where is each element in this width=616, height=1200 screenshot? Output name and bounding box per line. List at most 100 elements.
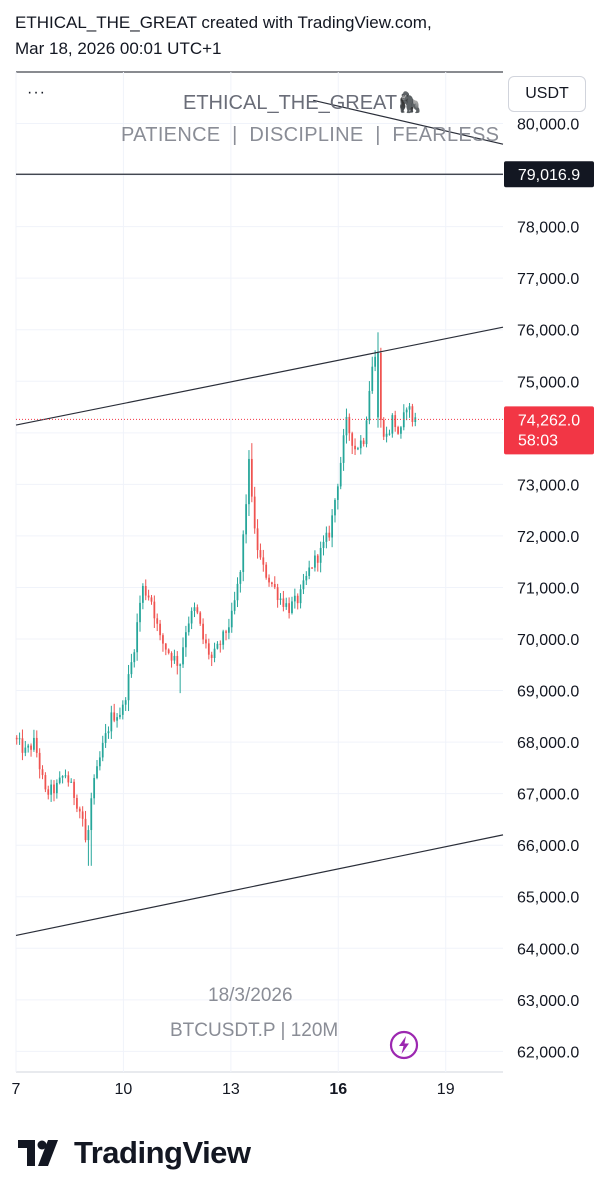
chart-header-author: ETHICAL_THE_GREAT created with TradingVi… [15,13,432,32]
candle-body [147,595,150,598]
candle-body [236,583,239,601]
y-axis-tick-label: 78,000.0 [517,220,579,237]
watermark-tagline: PATIENCE | DISCIPLINE | FEARLESS [121,124,500,146]
candle-body [213,648,216,659]
candle-body [339,462,342,487]
candle-body [273,584,276,588]
candle-body [98,757,101,767]
candle-body [96,766,98,778]
candle-body [44,775,47,790]
candle-body [210,654,213,659]
candle-body [47,789,50,795]
candle-body [207,643,210,655]
tradingview-logo-icon [18,1140,58,1166]
candle-body [348,416,351,434]
candle-body [67,775,70,783]
y-axis-tick-label: 67,000.0 [517,787,579,804]
candle-body [365,420,368,445]
candle-body [187,623,190,633]
candle-body [225,631,227,633]
candle-body [107,731,110,734]
y-axis-tick-label: 75,000.0 [517,374,579,391]
watermark-symbol-interval: BTCUSDT.P | 120M [170,1020,339,1041]
candle-body [319,547,322,563]
candle-body [314,555,316,568]
currency-button[interactable]: USDT [508,76,586,112]
candle-body [119,714,121,718]
candle-body [311,567,313,569]
candle-body [18,738,21,740]
candle-body [139,602,141,623]
flash-icon[interactable] [389,1030,419,1060]
candle-body [374,356,377,367]
candle-body [70,781,73,783]
horizontal-line-price-badge [504,161,594,188]
y-axis-tick-label: 68,000.0 [517,735,579,752]
candle-body [141,585,144,603]
candle-body [288,603,290,613]
candle-body [205,639,207,644]
tradingview-brand[interactable]: TradingView [18,1133,251,1173]
candle-body [342,435,345,463]
candle-body [116,717,118,721]
candle-body [293,595,296,602]
y-axis-tick-label: 69,000.0 [517,684,579,701]
y-axis-tick-label: 80,000.0 [517,117,579,134]
trend-line[interactable] [313,99,504,145]
candle-body [291,601,293,613]
watermark-date: 18/3/2026 [208,985,293,1006]
candle-body [282,598,285,607]
candle-body [228,627,230,633]
y-axis-tick-label: 76,000.0 [517,323,579,340]
candle-body [262,557,265,565]
candle-body [253,496,256,529]
candle-body [354,445,356,450]
candle-body [153,601,156,619]
candle-body [61,776,64,778]
candle-body [216,643,219,649]
candle-body [176,655,179,666]
candle-body [405,409,408,413]
candle-body [136,622,139,653]
candle-body [202,623,204,640]
candle-body [322,541,325,548]
y-axis-tick-label: 66,000.0 [517,838,579,855]
candle-body [296,595,299,604]
x-axis-tick-label: 10 [115,1081,133,1098]
candle-body [242,534,245,573]
menu-dots-icon[interactable]: ··· [27,84,46,101]
candle-body [379,352,382,420]
candle-body [377,352,379,418]
candle-body [199,612,202,624]
candle-body [362,440,365,445]
candle-body [408,406,411,410]
trend-line[interactable] [15,326,504,426]
candle-body [219,643,222,645]
last-price-badge [504,406,594,455]
candle-body [167,649,170,654]
candle-body [331,515,334,538]
candle-body [239,572,242,584]
candle-body [357,448,359,450]
candle-body [351,433,354,446]
candle-body [110,712,113,732]
candle-body [101,742,104,758]
candle-body [222,631,225,645]
candle-body [38,752,41,770]
candle-body [371,366,374,391]
candle-body [245,504,247,535]
watermark-author: ETHICAL_THE_GREAT🦍 [183,92,423,114]
candle-body [81,811,84,819]
candle-body [305,575,308,581]
candle-body [179,664,182,666]
trend-line[interactable] [15,834,504,936]
candle-body [184,632,187,648]
y-axis-tick-label: 71,000.0 [517,580,579,597]
candle-body [15,737,18,740]
candle-body [385,433,388,437]
candle-body [133,652,136,663]
candle-body [87,830,90,841]
candle-body [130,662,133,675]
candle-body [328,532,331,538]
